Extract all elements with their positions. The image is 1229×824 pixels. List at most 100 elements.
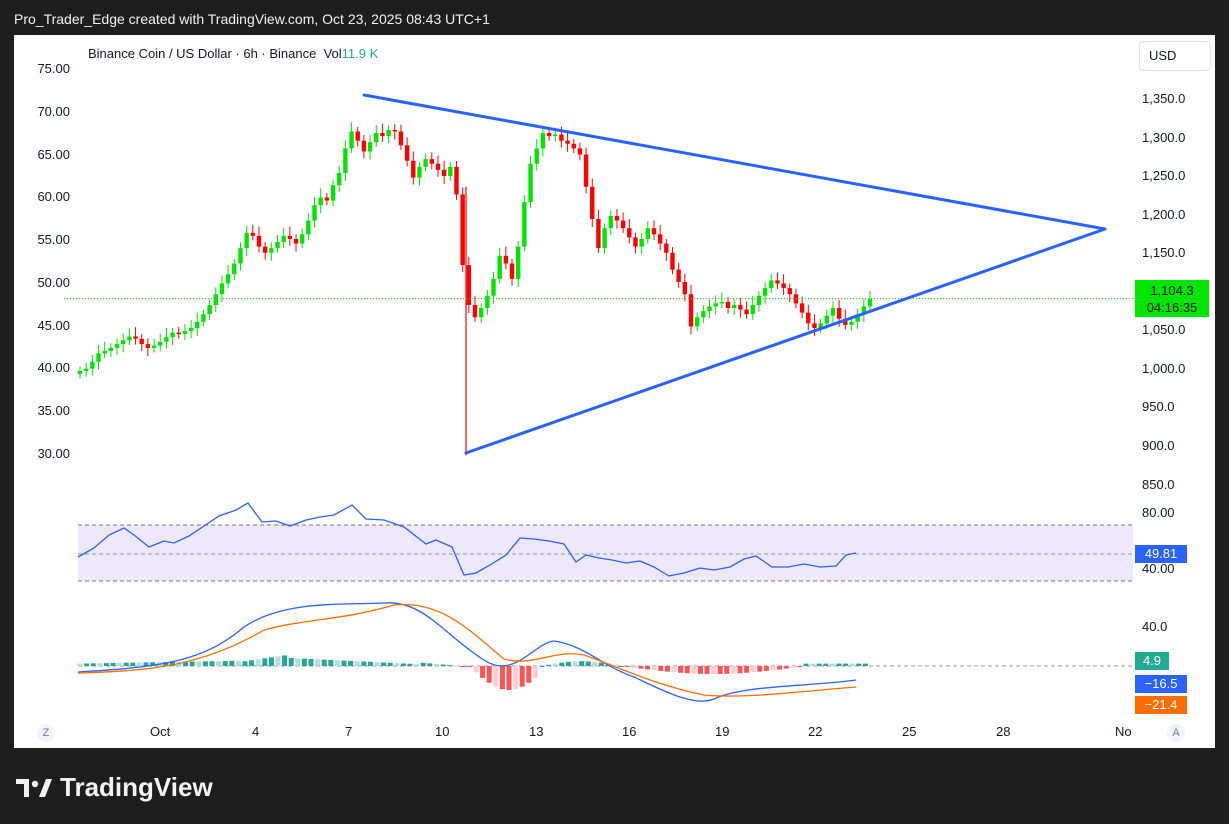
macd-histogram-bar <box>684 666 690 674</box>
left-axis-label: 35.00 <box>37 403 70 418</box>
candle-body <box>454 166 459 195</box>
candle-body <box>170 332 175 338</box>
volume-value: 11.9 K <box>341 46 379 61</box>
candle-body <box>707 306 712 312</box>
x-axis-label: 25 <box>902 724 917 739</box>
macd-histogram-bar <box>110 663 116 666</box>
left-axis-label: 40.00 <box>37 360 70 375</box>
macd-histogram-bar <box>321 659 327 666</box>
candle-body <box>361 140 367 152</box>
tradingview-logo-icon <box>16 778 52 797</box>
candle-body <box>201 314 206 322</box>
candle-body <box>546 133 552 137</box>
candle-body <box>682 281 688 295</box>
macd-histogram-bar <box>711 666 717 674</box>
macd-histogram-bar <box>796 666 802 667</box>
chart-canvas[interactable] <box>14 35 1215 748</box>
candle-body <box>349 131 354 149</box>
candle-body <box>287 235 293 239</box>
macd-histogram-bar <box>295 658 301 666</box>
last-price-badge: 1,104.3 04:16:35 <box>1135 280 1209 317</box>
macd-histogram-bar <box>843 663 849 666</box>
candle-body <box>225 274 231 284</box>
macd-histogram-bar <box>856 663 862 666</box>
triangle-pattern-lines <box>362 93 1107 455</box>
macd-histogram-bar <box>618 666 624 667</box>
candle-body <box>90 361 95 369</box>
macd-signal-badge: −21.4 <box>1135 696 1187 714</box>
macd-histogram-bar <box>77 663 83 666</box>
macd-histogram-bar <box>414 664 420 666</box>
candle-body <box>497 255 502 279</box>
chart-header: Pro_Trader_Edge created with TradingView… <box>14 11 490 27</box>
auto-scale-button[interactable]: A <box>1167 724 1185 742</box>
goto-date-button[interactable]: Z <box>37 724 55 742</box>
macd-histogram-bar <box>671 666 677 673</box>
price-axis-label: 1,050.0 <box>1142 322 1186 337</box>
candle-body <box>657 234 663 244</box>
x-axis-label: 19 <box>715 724 730 739</box>
macd-histogram-bar <box>447 665 453 667</box>
candle-body <box>145 344 151 348</box>
candle-body <box>108 347 114 351</box>
candle-body <box>645 228 651 239</box>
macd-signal-line <box>77 603 857 697</box>
candle-body <box>330 185 336 201</box>
candle-body <box>553 134 558 137</box>
candle-body <box>293 238 299 244</box>
macd-histogram-bar <box>816 663 822 666</box>
candle-body <box>627 228 632 238</box>
candle-body <box>448 166 453 177</box>
candle-body <box>670 252 675 270</box>
candle-body <box>429 159 434 164</box>
macd-histogram-bar <box>493 666 499 687</box>
rsi-value-badge: 49.81 <box>1135 545 1187 563</box>
macd-histogram-bar <box>744 666 750 673</box>
macd-histogram-bar <box>810 663 816 666</box>
macd-histogram-bar <box>645 666 651 670</box>
macd-histogram-bar <box>433 663 439 666</box>
candle-body <box>491 278 496 296</box>
macd-histogram-bar <box>823 663 829 666</box>
candle-body <box>182 331 188 335</box>
macd-histogram-bar <box>394 663 400 666</box>
left-axis-label: 50.00 <box>37 275 70 290</box>
candle-body <box>769 280 774 289</box>
candle-body <box>318 197 323 206</box>
candle-body <box>374 133 379 143</box>
macd-histogram-bar <box>592 661 598 666</box>
candle-body <box>337 172 342 186</box>
macd-histogram-bar <box>328 659 334 666</box>
candle-body <box>590 186 595 219</box>
macd-histogram-bar <box>262 658 268 666</box>
candle-body <box>812 323 817 328</box>
macd-histogram-bar <box>440 664 446 666</box>
candle-body <box>102 350 107 354</box>
candle-body <box>855 314 860 322</box>
candle-body <box>583 154 589 187</box>
candle-body <box>207 304 212 315</box>
macd-histogram-bar <box>829 663 835 666</box>
macd-histogram-bar <box>282 655 288 666</box>
candle-body <box>762 288 768 296</box>
currency-button[interactable]: USD <box>1139 41 1211 71</box>
candle-body <box>485 295 490 309</box>
macd-histogram-bar <box>737 666 743 674</box>
candle-body <box>799 303 805 313</box>
candle-body <box>534 148 539 164</box>
macd-histogram-bar <box>400 663 406 666</box>
candle-body <box>861 306 867 315</box>
candle-body <box>114 344 120 348</box>
macd-histogram-bar <box>750 666 756 673</box>
macd-histogram-bar <box>664 666 670 672</box>
price-axis-label: 1,200.0 <box>1142 207 1186 222</box>
price-axis-label: 1,000.0 <box>1142 361 1186 376</box>
candle-body <box>818 323 823 328</box>
candle-body <box>830 308 836 316</box>
candle-body <box>522 202 527 247</box>
macd-line <box>77 602 857 702</box>
candle-body <box>516 246 521 279</box>
chart-panel[interactable]: Binance Coin / US Dollar · 6h · Binance … <box>14 35 1215 748</box>
candle-body <box>219 283 225 295</box>
price-axis-label: 1,250.0 <box>1142 168 1186 183</box>
